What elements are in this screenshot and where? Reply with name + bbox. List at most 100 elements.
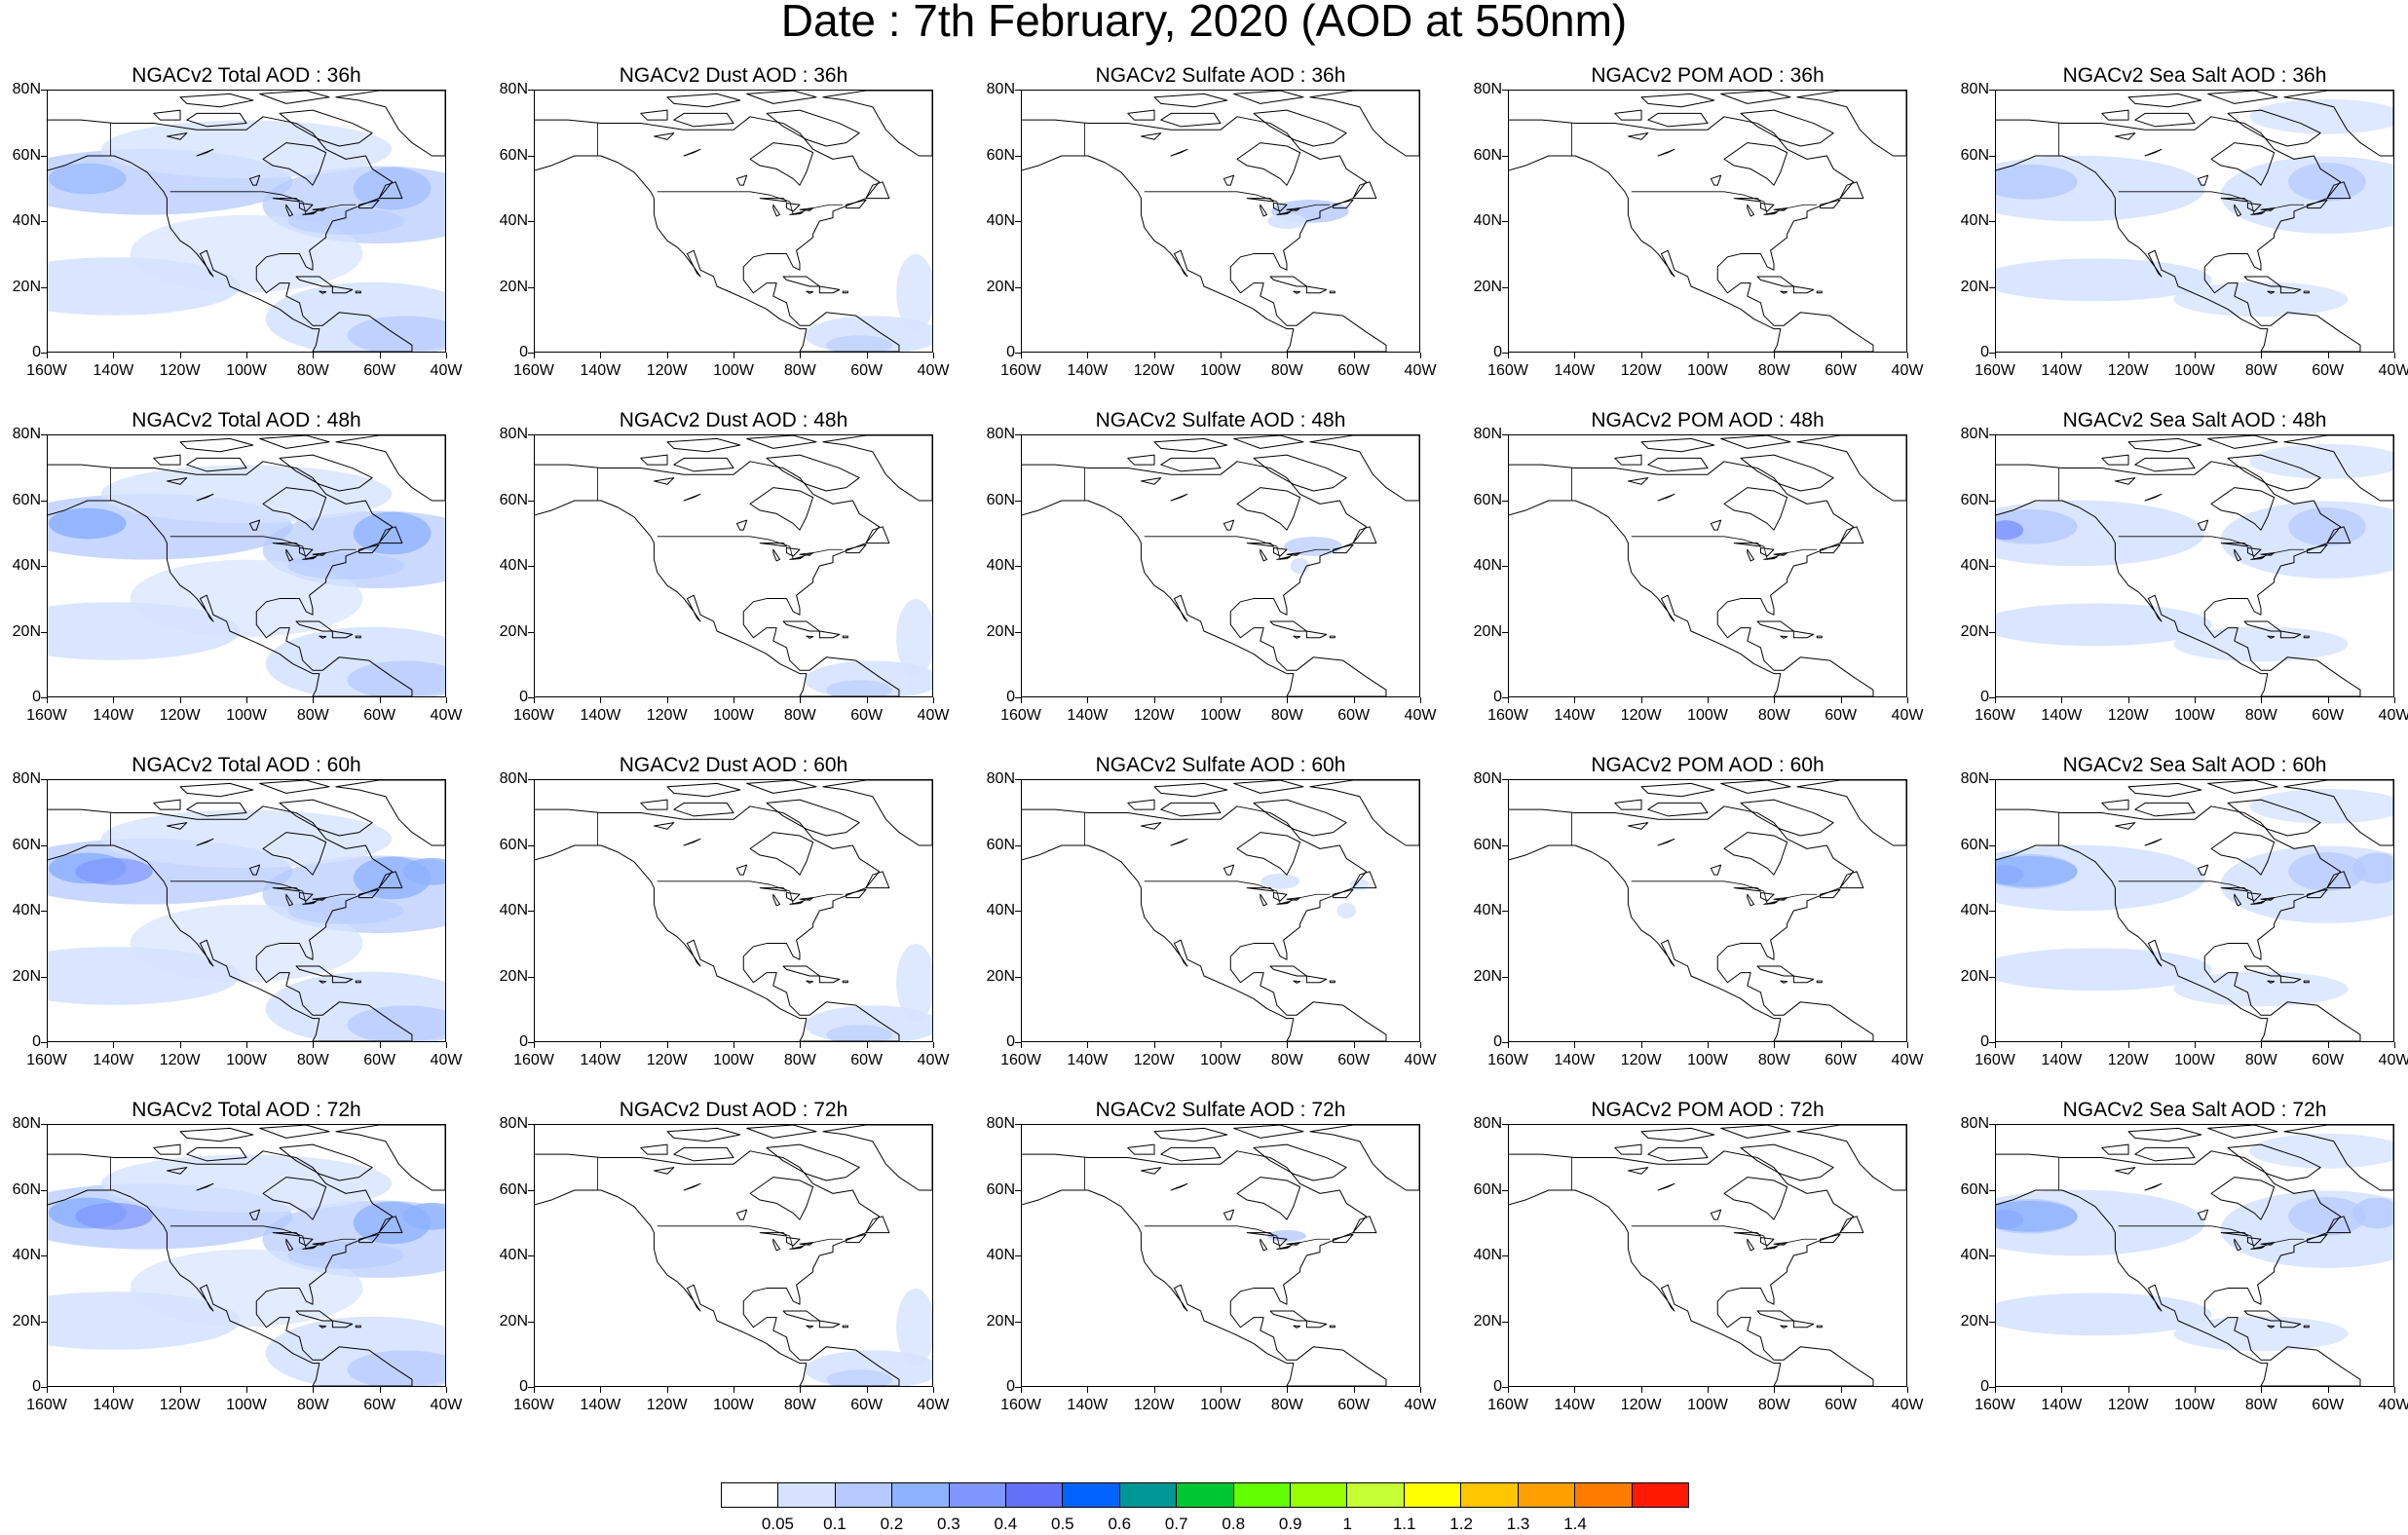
colorbar-label: 0.8 bbox=[1222, 1515, 1246, 1533]
longitude-label: 60W bbox=[1825, 362, 1858, 379]
latitude-label: 20N bbox=[12, 1312, 41, 1329]
aod-field-map bbox=[1509, 435, 1906, 696]
map-panel-total: NGACv2 Total AOD : 48h 80N 60N 40N 20N 0 160W 1… bbox=[0, 409, 487, 740]
longitude-tick bbox=[2327, 1387, 2329, 1393]
latitude-tick bbox=[1015, 779, 1021, 780]
aod-field-map bbox=[1022, 435, 1419, 696]
map-plot-area bbox=[534, 90, 933, 353]
colorbar-swatch bbox=[722, 1483, 779, 1507]
latitude-label: 0 bbox=[32, 1378, 41, 1395]
longitude-tick bbox=[866, 1387, 868, 1393]
map-plot-area bbox=[534, 779, 933, 1042]
latitude-label: 0 bbox=[1980, 1033, 1989, 1050]
longitude-label: 100W bbox=[713, 362, 754, 379]
longitude-tick bbox=[47, 697, 48, 703]
coastline bbox=[1022, 780, 1419, 1041]
aod-field-map bbox=[535, 780, 932, 1041]
panel-title: NGACv2 Sea Salt AOD : 48h bbox=[2062, 409, 2327, 431]
latitude-label: 40N bbox=[499, 557, 528, 574]
latitude-tick bbox=[41, 155, 47, 157]
latitude-label: 80N bbox=[1960, 81, 1989, 97]
latitude-label: 0 bbox=[1980, 1378, 1989, 1395]
latitude-label: 40N bbox=[12, 557, 41, 574]
latitude-tick bbox=[1989, 697, 1995, 698]
latitude-label: 80N bbox=[986, 770, 1015, 787]
latitude-label: 20N bbox=[986, 278, 1015, 295]
longitude-label: 100W bbox=[1200, 1052, 1241, 1068]
longitude-tick bbox=[2394, 1387, 2395, 1393]
longitude-tick bbox=[534, 1387, 535, 1393]
map-panel-dust: NGACv2 Dust AOD : 72h 80N 60N 40N 20N 0 160W 14… bbox=[487, 1099, 974, 1430]
longitude-tick bbox=[600, 353, 602, 358]
latitude-tick bbox=[1989, 221, 1995, 222]
panel-title: NGACv2 Sea Salt AOD : 72h bbox=[2062, 1099, 2327, 1121]
longitude-label: 40W bbox=[917, 1052, 950, 1068]
longitude-label: 60W bbox=[1825, 707, 1858, 724]
colorbar-swatch bbox=[892, 1483, 950, 1507]
longitude-label: 40W bbox=[1404, 707, 1437, 724]
latitude-tick bbox=[1502, 1042, 1508, 1043]
longitude-label: 80W bbox=[783, 362, 816, 379]
longitude-tick bbox=[2061, 1387, 2063, 1393]
longitude-label: 160W bbox=[513, 1397, 554, 1413]
longitude-tick bbox=[47, 1042, 48, 1048]
map-panel-total: NGACv2 Total AOD : 36h 80N 60N 40N 20N 0 160W 1… bbox=[0, 64, 487, 395]
latitude-tick bbox=[1015, 1387, 1021, 1388]
latitude-label: 80N bbox=[986, 426, 1015, 442]
longitude-tick bbox=[2261, 697, 2263, 703]
latitude-label: 60N bbox=[1960, 491, 1989, 508]
longitude-tick bbox=[1508, 1387, 1509, 1393]
latitude-label: 60N bbox=[986, 491, 1015, 508]
colorbar-swatch bbox=[1632, 1483, 1688, 1507]
longitude-tick bbox=[2127, 353, 2129, 358]
longitude-label: 160W bbox=[1000, 707, 1041, 724]
aod-field-map bbox=[48, 91, 445, 352]
coastline bbox=[1509, 435, 1906, 696]
longitude-label: 100W bbox=[1687, 1397, 1728, 1413]
latitude-label: 40N bbox=[12, 212, 41, 229]
longitude-tick bbox=[1420, 1387, 1421, 1393]
coastline bbox=[1996, 780, 2393, 1041]
latitude-label: 80N bbox=[12, 770, 41, 787]
latitude-tick bbox=[41, 500, 47, 502]
latitude-label: 0 bbox=[519, 1033, 528, 1050]
longitude-label: 120W bbox=[1620, 362, 1662, 379]
latitude-tick bbox=[41, 566, 47, 567]
longitude-tick bbox=[1353, 1387, 1355, 1393]
latitude-label: 80N bbox=[1473, 81, 1502, 97]
longitude-tick bbox=[1153, 353, 1155, 358]
colorbar-swatch bbox=[1119, 1483, 1178, 1507]
longitude-tick bbox=[2195, 353, 2196, 358]
aod-field-map bbox=[1509, 91, 1906, 352]
longitude-label: 120W bbox=[2107, 1052, 2149, 1068]
panel-title: NGACv2 Total AOD : 36h bbox=[132, 64, 361, 87]
colorbar-label: 0.6 bbox=[1108, 1515, 1132, 1533]
longitude-tick bbox=[534, 1042, 535, 1048]
latitude-tick bbox=[41, 353, 47, 354]
latitude-tick bbox=[528, 1255, 534, 1256]
map-panel-pom: NGACv2 POM AOD : 72h 80N 60N 40N 20N 0 160W 140… bbox=[1461, 1099, 1948, 1430]
longitude-tick bbox=[1574, 1387, 1576, 1393]
latitude-label: 60N bbox=[1473, 1180, 1502, 1198]
coastline bbox=[48, 91, 445, 352]
longitude-tick bbox=[1508, 697, 1509, 703]
latitude-tick bbox=[1015, 697, 1021, 698]
latitude-label: 20N bbox=[499, 622, 528, 640]
longitude-label: 40W bbox=[1891, 707, 1924, 724]
colorbar-swatch bbox=[1404, 1483, 1462, 1507]
longitude-tick bbox=[113, 353, 115, 358]
latitude-tick bbox=[1502, 566, 1508, 567]
longitude-tick bbox=[1574, 353, 1576, 358]
latitude-tick bbox=[528, 286, 534, 288]
latitude-label: 40N bbox=[986, 902, 1015, 918]
aod-field-map bbox=[1509, 1125, 1906, 1386]
longitude-label: 120W bbox=[1620, 707, 1662, 724]
latitude-label: 0 bbox=[519, 1378, 528, 1395]
latitude-tick bbox=[41, 1255, 47, 1256]
latitude-label: 80N bbox=[12, 81, 41, 97]
longitude-label: 100W bbox=[2174, 362, 2215, 379]
longitude-label: 80W bbox=[783, 1052, 816, 1068]
longitude-tick bbox=[1021, 697, 1022, 703]
latitude-tick bbox=[1502, 286, 1508, 288]
longitude-label: 80W bbox=[296, 1397, 329, 1413]
